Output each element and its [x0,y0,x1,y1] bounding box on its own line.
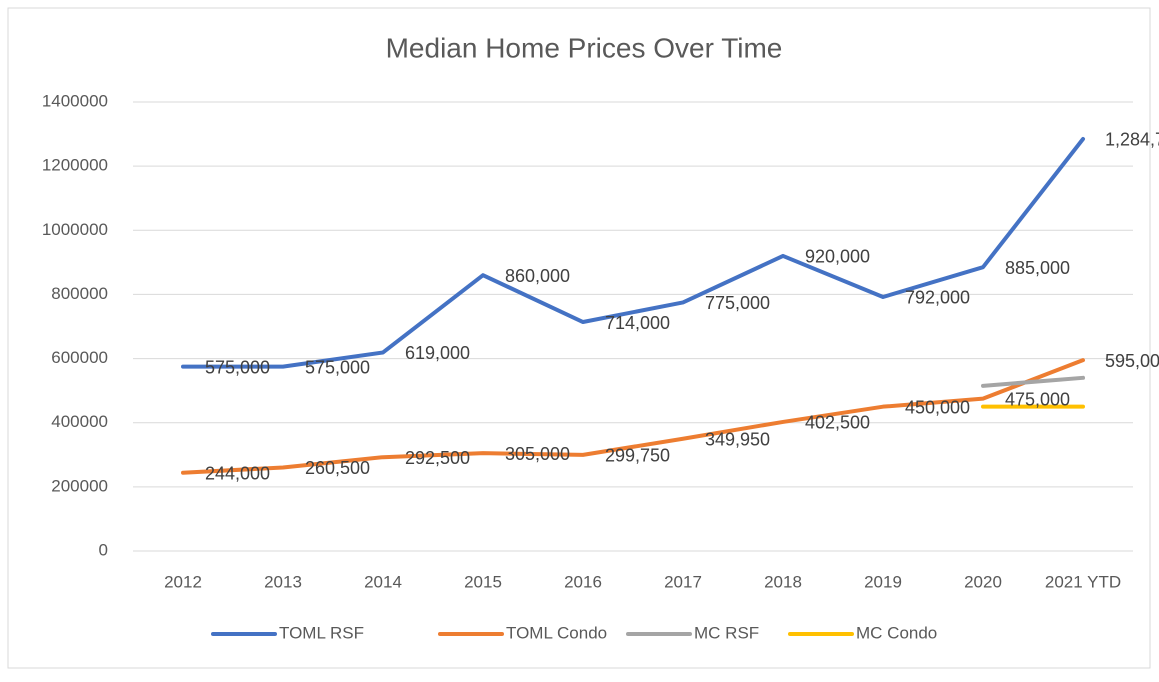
x-tick-label: 2014 [364,572,402,591]
y-tick-label: 200000 [51,476,108,495]
data-label: 775,000 [705,293,770,313]
x-tick-label: 2018 [764,572,802,591]
x-tick-label: 2013 [264,572,302,591]
series-line [181,358,1085,475]
legend-label: TOML RSF [279,623,364,642]
y-tick-label: 800000 [51,284,108,303]
chart-title: Median Home Prices Over Time [386,32,783,63]
data-label: 792,000 [905,288,970,308]
x-tick-label: 2015 [464,572,502,591]
y-tick-label: 1400000 [42,91,108,110]
y-tick-label: 1000000 [42,220,108,239]
data-label: 475,000 [1005,389,1070,409]
data-label: 575,000 [205,357,270,377]
data-label: 299,750 [605,446,670,466]
chart-border [7,7,1151,669]
y-tick-label: 400000 [51,412,108,431]
legend-label: TOML Condo [506,623,607,642]
data-label: 292,500 [405,448,470,468]
y-tick-label: 0 [99,540,108,559]
data-label: 260,500 [305,458,370,478]
data-label: 450,000 [905,397,970,417]
series-line [981,375,1085,388]
data-label: 860,000 [505,266,570,286]
x-tick-label: 2021 YTD [1045,572,1121,591]
series-line [181,136,1085,369]
x-tick-label: 2016 [564,572,602,591]
data-label: 885,000 [1005,258,1070,278]
data-label: 714,000 [605,313,670,333]
data-label: 1,284,750 [1105,130,1159,150]
data-label: 619,000 [405,343,470,363]
y-tick-label: 1200000 [42,156,108,175]
data-label: 349,950 [705,430,770,450]
x-tick-label: 2020 [964,572,1002,591]
data-label: 305,000 [505,444,570,464]
data-label: 595,000 [1105,351,1159,371]
data-label: 920,000 [805,247,870,267]
legend-label: MC RSF [694,623,759,642]
data-label: 402,500 [805,413,870,433]
legend-label: MC Condo [856,623,937,642]
data-label: 244,000 [205,463,270,483]
y-tick-label: 600000 [51,348,108,367]
x-tick-label: 2017 [664,572,702,591]
data-label: 575,000 [305,357,370,377]
x-tick-label: 2012 [164,572,202,591]
x-tick-label: 2019 [864,572,902,591]
